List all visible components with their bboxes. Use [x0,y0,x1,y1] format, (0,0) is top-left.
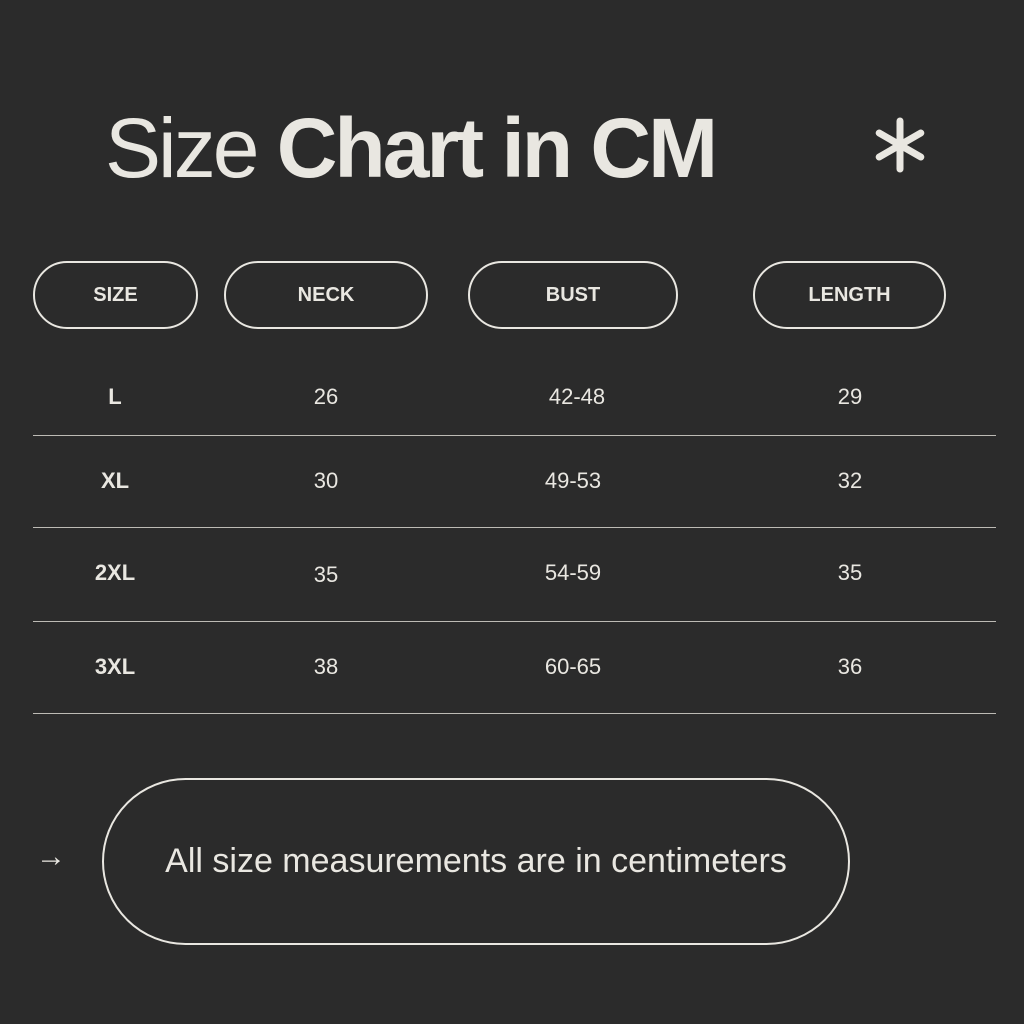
cell-neck: 38 [313,654,339,679]
cell-length: 32 [837,468,863,493]
cell-neck: 35 [313,562,339,587]
cell-bust: 49-53 [544,468,602,493]
row-divider [33,713,996,714]
header-neck: NECK [224,261,428,329]
cell-bust: 60-65 [544,654,602,679]
cell-size: XL [100,468,130,493]
cell-neck: 30 [313,468,339,493]
row-divider [33,621,996,622]
title-bold: Chart in CM [276,101,718,195]
cell-size: 3XL [94,654,136,679]
cell-length: 36 [837,654,863,679]
header-length: LENGTH [753,261,946,329]
title-light: Size [105,101,259,195]
cell-neck: 26 [313,384,339,409]
note-pill: All size measurements are in centimeters [102,778,850,945]
header-size: SIZE [33,261,198,329]
cell-size: 2XL [94,560,136,585]
note-text: All size measurements are in centimeters [165,842,787,880]
cell-length: 29 [837,384,863,409]
cell-bust: 54-59 [544,560,602,585]
header-bust: BUST [468,261,678,329]
page-title: Size Chart in CM [105,98,718,198]
row-divider [33,435,996,436]
arrow-right-icon: → [36,840,66,873]
row-divider [33,527,996,528]
cell-length: 35 [837,560,863,585]
cell-size: L [108,384,122,409]
cell-bust: 42-48 [548,384,606,409]
asterisk-icon [875,117,925,173]
